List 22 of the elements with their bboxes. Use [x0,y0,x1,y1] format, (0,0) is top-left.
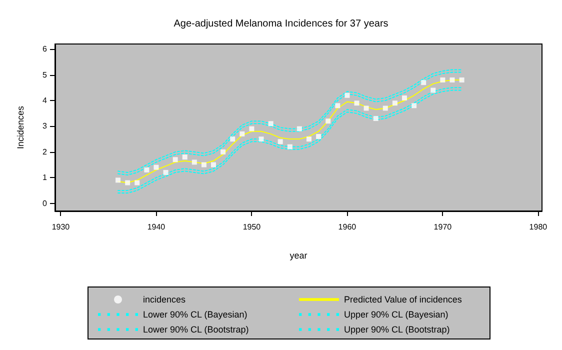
legend-label: Lower 90% CL (Bayesian) [143,310,248,320]
y-tick-label: 0 [42,198,48,208]
x-tick-label: 1940 [147,222,166,232]
legend-label: Upper 90% CL (Bootstrap) [344,324,450,334]
legend-label: incidences [143,294,186,304]
y-tick-label: 2 [42,147,48,156]
x-axis-title: year [290,250,308,260]
x-tick-label: 1950 [242,222,262,232]
x-tick-label: 1980 [529,222,548,232]
y-tick-label: 1 [42,173,48,182]
y-tick-label: 3 [42,122,48,131]
legend-label: Predicted Value of incidences [344,294,462,304]
y-tick-label: 5 [42,70,48,80]
y-tick-label: 4 [42,96,48,106]
y-tick-label: 6 [42,44,48,54]
x-tick-label: 1930 [52,222,70,232]
chart-title: Age-adjusted Melanoma Incidences for 37 years [174,18,388,30]
x-tick-label: 1960 [338,222,357,232]
legend-label: Upper 90% CL (Bayesian) [344,310,448,320]
x-tick-label: 1970 [434,222,452,232]
y-axis-title: Incidences [16,105,26,150]
legend-label: Lower 90% CL (Bootstrap) [143,324,249,334]
